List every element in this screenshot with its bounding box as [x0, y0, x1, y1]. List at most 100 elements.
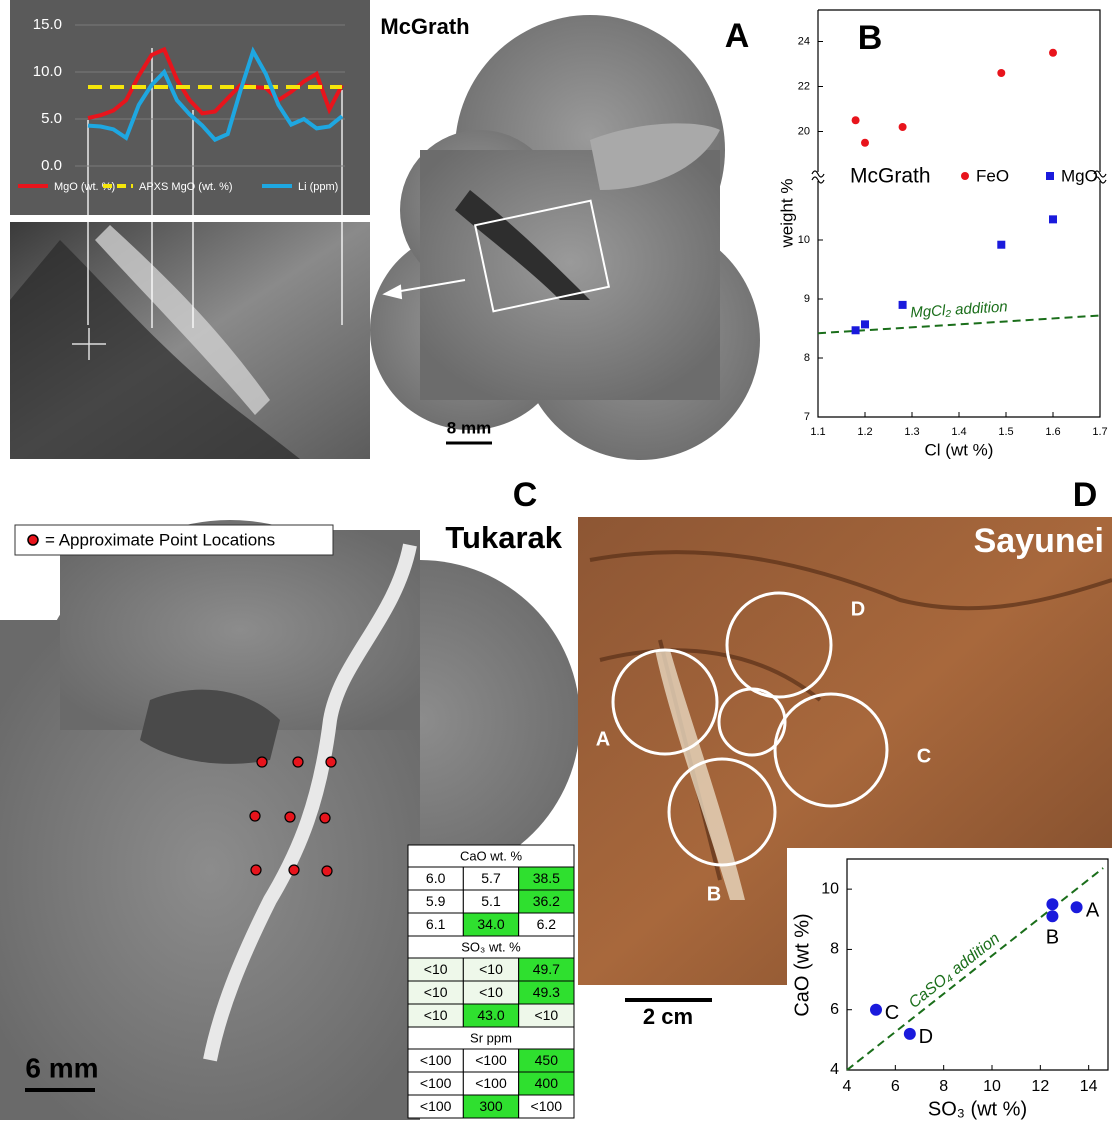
- table-header: SO₃ wt. %: [461, 939, 521, 954]
- axis-break: [811, 170, 1107, 184]
- spot-circles: [611, 591, 889, 867]
- y-tick-label: 15.0: [33, 16, 62, 33]
- table-value: 34.0: [477, 916, 504, 932]
- table-value: <100: [531, 1098, 563, 1114]
- axis-frame: [817, 9, 1101, 418]
- reference-label: MgCl₂ addition: [910, 298, 1008, 321]
- table: CaO wt. % 6.0 5.7 38.5 5.9 5.1 36.2 6.1 34.0 6.2 S…: [407, 844, 575, 1119]
- x-tick-label: 4: [843, 1078, 852, 1095]
- table-value: 6.1: [426, 916, 446, 932]
- x-tick-label: 6: [891, 1078, 900, 1095]
- x-tick-label: 1.1: [810, 426, 825, 438]
- panel-letter: D: [1073, 476, 1098, 514]
- x-tick-label: 1.7: [1092, 426, 1107, 438]
- point-label: B: [1046, 927, 1059, 949]
- x-tick-label: 1.3: [904, 426, 919, 438]
- legend-box: [14, 524, 334, 556]
- point: [1049, 215, 1057, 224]
- axis-frame: [846, 858, 1109, 1071]
- table-value: <10: [424, 961, 448, 977]
- spot-label: A: [596, 728, 610, 750]
- point-locations: [249, 756, 337, 877]
- photo-d-vein: [655, 650, 745, 900]
- x-axis-label: Cl (wt %): [925, 440, 994, 459]
- y-tick-label: 8: [804, 352, 810, 364]
- inset-background: [787, 848, 1112, 1123]
- table-value: 300: [479, 1098, 503, 1114]
- table-header: Sr ppm: [470, 1030, 512, 1045]
- line-series: [87, 46, 344, 121]
- y-tick-label: 4: [830, 1061, 839, 1078]
- y-tick-label: 8: [830, 941, 839, 958]
- legend-label: Li (ppm): [298, 181, 338, 193]
- site-label: Tukarak: [445, 520, 562, 555]
- table-header: CaO wt. %: [460, 848, 523, 863]
- legend-title: McGrath: [850, 165, 931, 188]
- x-tick-label: 1.6: [1045, 426, 1060, 438]
- table-value: 38.5: [533, 870, 560, 886]
- photo-shadow: [10, 240, 300, 459]
- table-value: 400: [535, 1075, 559, 1091]
- point: [997, 240, 1006, 249]
- photo-c-vein: [203, 543, 417, 1062]
- x-tick-label: 1.2: [857, 426, 872, 438]
- chart-background: [10, 0, 370, 215]
- point-label: C: [885, 1002, 899, 1024]
- point: [1070, 901, 1083, 914]
- legend-label: = Approximate Point Locations: [45, 530, 275, 549]
- table-value: 6.2: [537, 916, 557, 932]
- y-axis-label: weight %: [777, 179, 796, 249]
- roi-box: [473, 199, 611, 313]
- y-tick-label: 6: [830, 1001, 839, 1018]
- y-tick-label: 10: [821, 880, 839, 897]
- arrow: [382, 279, 466, 300]
- table-value: 36.2: [533, 893, 560, 909]
- point: [861, 138, 869, 147]
- table-value: <100: [420, 1098, 452, 1114]
- point: [1046, 910, 1059, 923]
- y-tick-label: 20: [798, 125, 810, 137]
- legend-label: MgO: [1061, 166, 1098, 185]
- point: [898, 300, 907, 309]
- table-value: 6.0: [426, 870, 446, 886]
- point: [903, 1027, 916, 1040]
- point: [861, 320, 869, 329]
- table-cell: [518, 1094, 575, 1119]
- table-value: <100: [475, 1052, 507, 1068]
- x-tick-label: 12: [1031, 1078, 1049, 1095]
- y-tick-label: 10.0: [33, 63, 62, 80]
- panel-letter: C: [513, 476, 538, 514]
- y-tick-label: 9: [804, 293, 810, 305]
- table-value: 450: [535, 1052, 559, 1068]
- panel-letter: B: [858, 19, 883, 57]
- point: [898, 123, 907, 131]
- x-tick-label: 8: [939, 1078, 948, 1095]
- table-value: <100: [420, 1052, 452, 1068]
- photo-a: [370, 15, 760, 460]
- y-tick-label: 24: [798, 35, 810, 47]
- point-label: D: [919, 1026, 933, 1048]
- line-series: [87, 46, 344, 143]
- x-tick-label: 1.5: [998, 426, 1013, 438]
- photo-vein: [95, 225, 270, 415]
- scale-label: 2 cm: [643, 1004, 693, 1029]
- table-value: 49.3: [533, 984, 560, 1000]
- photo-c-rock: [140, 689, 280, 764]
- y-tick-label: 7: [804, 411, 810, 423]
- table-value: <10: [424, 1007, 448, 1023]
- spot-label: C: [917, 745, 931, 767]
- y-tick-label: 0.0: [41, 157, 62, 174]
- table-value: 49.7: [533, 961, 560, 977]
- table-value: <100: [420, 1075, 452, 1091]
- y-axis-label: CaO (wt %): [791, 913, 813, 1016]
- x-tick-label: 10: [983, 1078, 1001, 1095]
- y-tick-label: 5.0: [41, 110, 62, 127]
- spot-label: D: [851, 598, 865, 620]
- scale-label: 6 mm: [25, 1052, 98, 1083]
- y-tick-label: 22: [798, 80, 810, 92]
- table-value: 5.9: [426, 893, 446, 909]
- table-value: 5.1: [481, 893, 501, 909]
- panel-letter: A: [725, 17, 750, 55]
- site-label: Sayunei: [974, 522, 1104, 560]
